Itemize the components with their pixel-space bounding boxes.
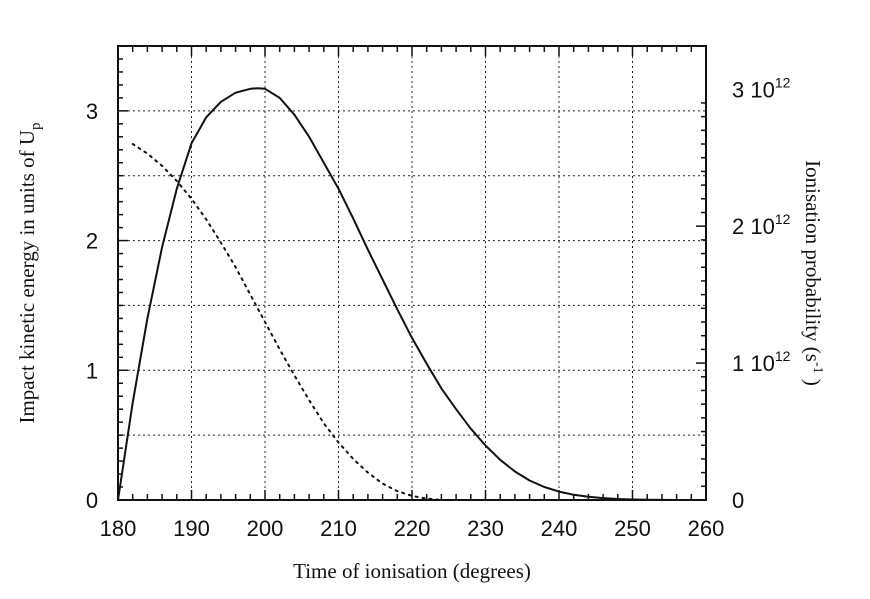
x-axis-title: Time of ionisation (degrees) <box>293 559 531 583</box>
y2-axis-title-end: ) <box>801 374 825 386</box>
y-tick-label: 1 <box>86 358 98 383</box>
x-tick-label: 250 <box>614 516 651 541</box>
y-tick-labels: 0 1 2 3 <box>86 99 98 513</box>
y2-tick-base: 2 10 <box>732 214 775 239</box>
x-tick-label: 240 <box>541 516 578 541</box>
y2-tick-base: 3 10 <box>732 77 775 102</box>
y-axis-title-main: Impact kinetic energy in units of U <box>15 130 39 424</box>
y2-tick-base: 1 10 <box>732 351 775 376</box>
x-tick-label: 190 <box>173 516 210 541</box>
y2-tick-exponent: 12 <box>775 348 791 364</box>
x-tick-label: 260 <box>688 516 725 541</box>
y-tick-label: 0 <box>86 488 98 513</box>
y2-tick-base: 0 <box>732 488 744 513</box>
x-tick-label: 220 <box>394 516 431 541</box>
x-tick-label: 200 <box>247 516 284 541</box>
x-tick-label: 210 <box>320 516 357 541</box>
y-axis-title-sub: p <box>28 122 44 130</box>
y2-axis-title-sup: -1 <box>810 362 825 374</box>
y-tick-label: 3 <box>86 99 98 124</box>
y2-tick-label: 3 1012 <box>732 74 791 102</box>
x-tick-label: 180 <box>100 516 137 541</box>
y2-tick-label: 1 1012 <box>732 348 791 376</box>
y2-axis-title-main: Ionisation probability (s <box>801 160 825 362</box>
x-tick-label: 230 <box>467 516 504 541</box>
y-tick-label: 2 <box>86 229 98 254</box>
y2-axis-title: Ionisation probability (s-1 ) <box>801 160 825 386</box>
y2-tick-exponent: 12 <box>775 74 791 90</box>
plot-frame <box>117 45 707 501</box>
series-solid-line <box>117 87 692 501</box>
series-group <box>117 87 692 501</box>
y2-tick-label: 0 <box>732 488 744 513</box>
x-tick-labels: 180 190 200 210 220 230 240 250 260 <box>100 516 725 541</box>
y2-tick-exponent: 12 <box>775 211 791 227</box>
grid <box>118 46 706 500</box>
y2-tick-label: 2 1012 <box>732 211 791 239</box>
y-axis-title: Impact kinetic energy in units of Up <box>15 122 44 423</box>
series-dotted-line <box>131 143 443 501</box>
